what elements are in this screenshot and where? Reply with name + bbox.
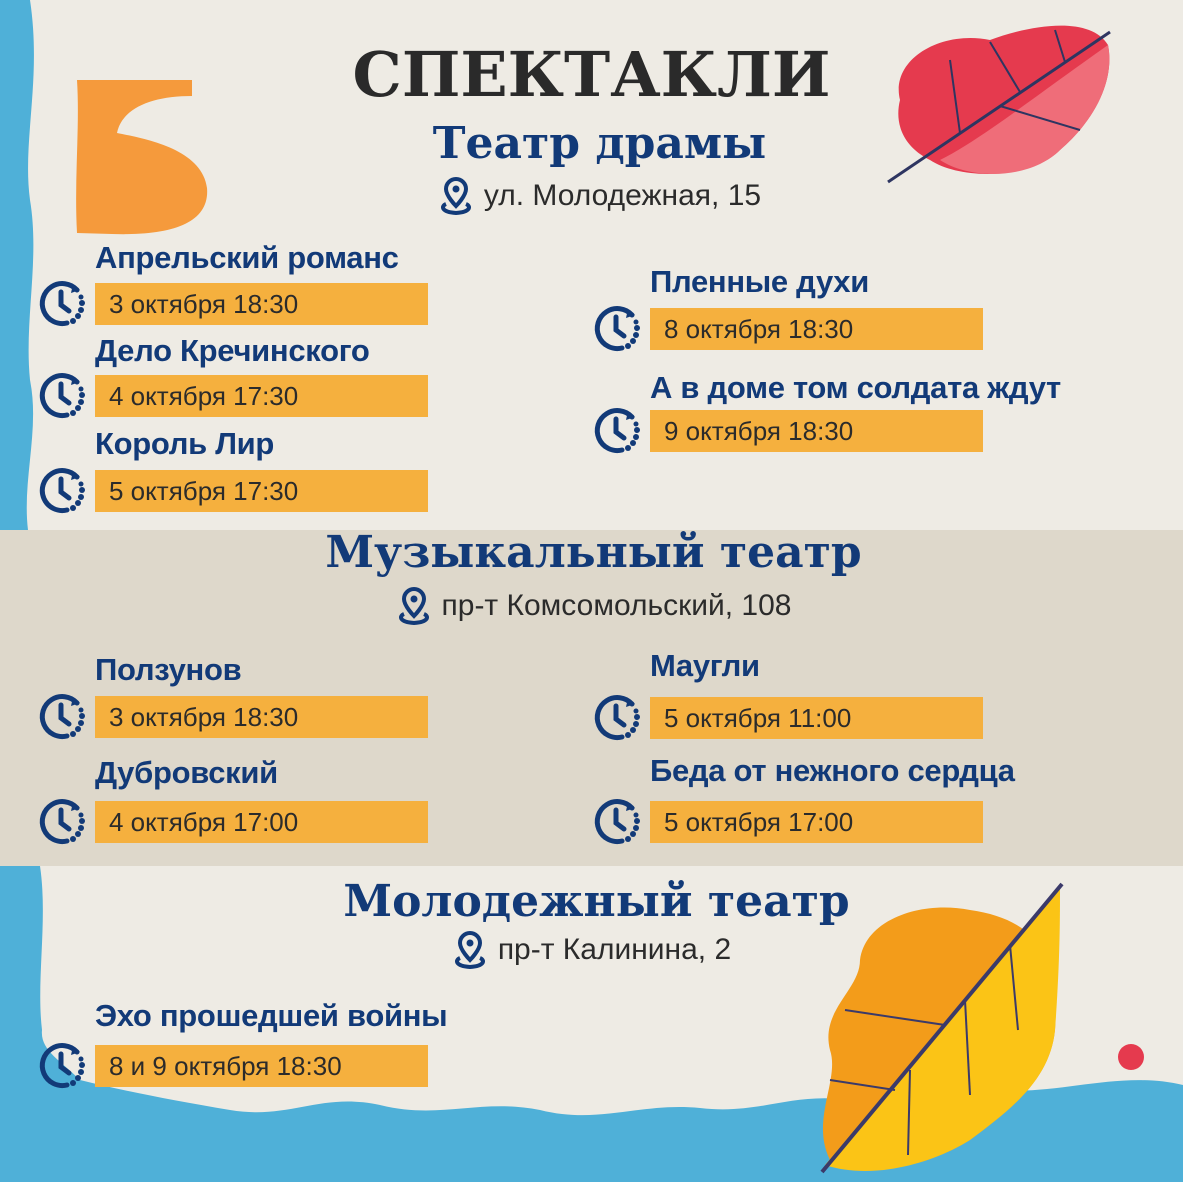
show-title: Беда от нежного сердца (650, 753, 1015, 788)
show-title: Пленные духи (650, 264, 869, 299)
orange-letter-b-decoration (76, 80, 208, 235)
theatre-address: пр-т Комсомольский, 108 (0, 586, 1183, 626)
theatre-address: ул. Молодежная, 15 (0, 176, 1183, 216)
show-date: 4 октября 17:30 (95, 375, 428, 417)
show-date: 9 октября 18:30 (650, 410, 983, 452)
show-date: 3 октября 18:30 (95, 696, 428, 738)
clock-icon (37, 1040, 89, 1092)
clock-icon (592, 405, 644, 457)
show-date: 3 октября 18:30 (95, 283, 428, 325)
clock-icon (37, 796, 89, 848)
clock-icon (37, 465, 89, 517)
address-text: пр-т Комсомольский, 108 (441, 589, 792, 622)
show-title: Ползунов (95, 652, 242, 687)
clock-icon (37, 278, 89, 330)
theatre-name: Музыкальный театр (325, 527, 862, 578)
show-title: А в доме том солдата ждут (650, 370, 1061, 405)
clock-icon (37, 370, 89, 422)
show-date: 8 октября 18:30 (650, 308, 983, 350)
show-date: 5 октября 17:30 (95, 470, 428, 512)
show-title: Король Лир (95, 426, 275, 461)
location-pin-icon (398, 586, 429, 626)
clock-icon (592, 796, 644, 848)
location-pin-icon (440, 176, 471, 216)
location-pin-icon (454, 930, 485, 970)
show-date: 4 октября 17:00 (95, 801, 428, 843)
show-title: Дело Кречинского (95, 333, 370, 368)
yellow-leaf-decoration (820, 882, 1064, 1174)
theatre-address: пр-т Калинина, 2 (0, 930, 1183, 970)
show-title: Маугли (650, 648, 760, 683)
address-text: пр-т Калинина, 2 (497, 933, 732, 966)
show-title: Эхо прошедшей войны (95, 998, 448, 1033)
clock-icon (37, 691, 89, 743)
show-title: Дубровский (95, 755, 278, 790)
clock-icon (592, 303, 644, 355)
clock-icon (592, 692, 644, 744)
show-date: 8 и 9 октября 18:30 (95, 1045, 428, 1087)
address-text: ул. Молодежная, 15 (483, 179, 762, 212)
theatre-name: Молодежный театр (343, 876, 850, 927)
show-title: Апрельский романс (95, 240, 399, 275)
red-leaf-decoration (887, 25, 1111, 184)
show-date: 5 октября 11:00 (650, 697, 983, 739)
page-title: СПЕКТАКЛИ (352, 38, 831, 111)
show-date: 5 октября 17:00 (650, 801, 983, 843)
theatre-name: Театр драмы (432, 118, 767, 169)
red-dot-decoration (1118, 1044, 1144, 1070)
